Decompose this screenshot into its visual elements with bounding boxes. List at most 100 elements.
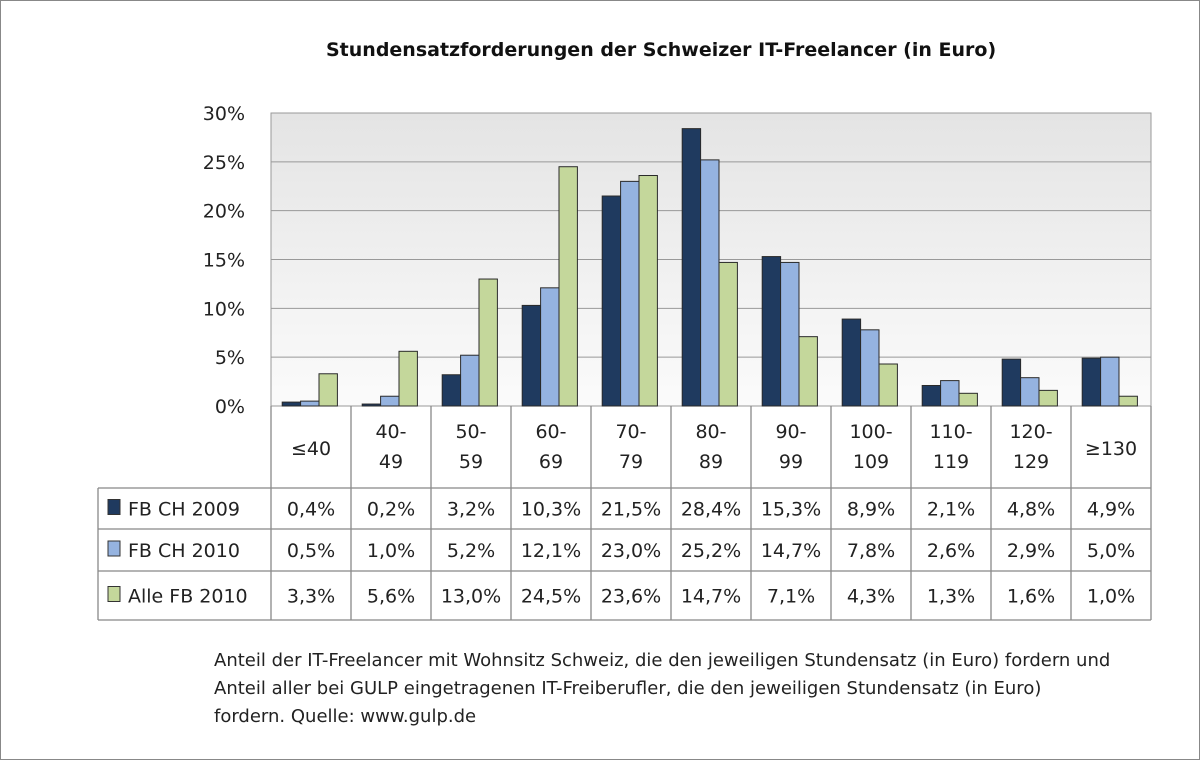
chart-caption: Anteil der IT-Freelancer mit Wohnsitz Sc… (214, 650, 1111, 727)
bar-fb-ch-2009 (521, 304, 542, 407)
data-label: 3,3% (287, 586, 335, 608)
bar-fb-ch-2009 (761, 256, 782, 407)
bar-fb-ch-2010 (940, 380, 960, 407)
bar-fb-ch-2009 (441, 374, 462, 407)
bar-alle-fb-2010 (558, 166, 578, 407)
data-label: 2,9% (1007, 540, 1055, 562)
category-label: 100- (849, 421, 892, 443)
category-label: 120- (1009, 421, 1052, 443)
category-label: 49 (379, 451, 403, 473)
bar-alle-fb-2010 (398, 350, 418, 407)
category-label: ≥130 (1085, 438, 1137, 460)
bar-fb-ch-2010 (1020, 377, 1040, 407)
data-label: 0,4% (287, 499, 335, 521)
data-label: 1,3% (927, 586, 975, 608)
data-label: 2,1% (927, 499, 975, 521)
data-label: 0,5% (287, 540, 335, 562)
legend-label: FB CH 2010 (128, 540, 240, 562)
category-label: 99 (779, 451, 803, 473)
category-label: 69 (539, 451, 563, 473)
data-label: 5,6% (367, 586, 415, 608)
data-label: 8,9% (847, 499, 895, 521)
data-label: 7,1% (767, 586, 815, 608)
bar-fb-ch-2009 (361, 403, 382, 407)
category-label: 80- (695, 421, 726, 443)
y-tick-label: 30% (203, 103, 245, 125)
y-tick-label: 10% (203, 298, 245, 320)
bar-fb-ch-2010 (780, 261, 800, 407)
bar-alle-fb-2010 (798, 336, 818, 407)
data-label: 23,6% (601, 586, 661, 608)
bar-alle-fb-2010 (878, 363, 898, 407)
legend-swatch (107, 540, 121, 557)
bar-fb-ch-2009 (1081, 357, 1102, 407)
bar-alle-fb-2010 (718, 261, 738, 407)
bar-fb-ch-2010 (700, 159, 720, 407)
bar-fb-ch-2010 (460, 354, 480, 407)
data-label: 3,2% (447, 499, 495, 521)
chart-title: Stundensatzforderungen der Schweizer IT-… (326, 39, 997, 61)
bar-alle-fb-2010 (958, 392, 978, 407)
bar-fb-ch-2010 (300, 400, 320, 407)
data-label: 23,0% (601, 540, 661, 562)
bar-fb-ch-2010 (380, 395, 400, 407)
legend-label: Alle FB 2010 (128, 586, 248, 608)
data-label: 10,3% (521, 499, 581, 521)
bar-fb-ch-2009 (601, 195, 622, 407)
bar-fb-ch-2010 (1100, 356, 1120, 407)
data-label: 4,9% (1087, 499, 1135, 521)
category-label: 60- (535, 421, 566, 443)
data-label: 14,7% (681, 586, 741, 608)
data-label: 25,2% (681, 540, 741, 562)
bar-fb-ch-2009 (841, 318, 862, 407)
bar-alle-fb-2010 (638, 175, 658, 407)
bar-alle-fb-2010 (1038, 389, 1058, 407)
y-tick-label: 5% (215, 347, 245, 369)
category-label: 119 (933, 451, 969, 473)
category-label: 110- (929, 421, 972, 443)
bar-fb-ch-2009 (281, 401, 302, 407)
data-label: 21,5% (601, 499, 661, 521)
data-label: 24,5% (521, 586, 581, 608)
category-label: 129 (1013, 451, 1049, 473)
category-label: 50- (455, 421, 486, 443)
bar-alle-fb-2010 (478, 278, 498, 407)
category-label: 59 (459, 451, 483, 473)
y-tick-label: 25% (203, 152, 245, 174)
bar-alle-fb-2010 (318, 373, 338, 407)
y-tick-label: 0% (215, 396, 245, 418)
legend-label: FB CH 2009 (128, 499, 240, 521)
data-label: 1,6% (1007, 586, 1055, 608)
legend-swatch (107, 499, 121, 515)
category-label: 40- (375, 421, 406, 443)
data-label: 12,1% (521, 540, 581, 562)
data-label: 1,0% (1087, 586, 1135, 608)
category-label: 90- (775, 421, 806, 443)
y-tick-label: 15% (203, 250, 245, 272)
y-tick-label: 20% (203, 201, 245, 223)
bar-fb-ch-2010 (540, 287, 560, 407)
bar-fb-ch-2009 (921, 384, 942, 407)
data-label: 5,0% (1087, 540, 1135, 562)
category-label: 109 (853, 451, 889, 473)
category-label: ≤40 (291, 438, 331, 460)
data-label: 4,3% (847, 586, 895, 608)
data-label: 13,0% (441, 586, 501, 608)
data-label: 4,8% (1007, 499, 1055, 521)
data-label: 1,0% (367, 540, 415, 562)
data-label: 15,3% (761, 499, 821, 521)
bar-fb-ch-2010 (860, 329, 880, 407)
bar-alle-fb-2010 (1118, 395, 1138, 407)
category-label: 70- (615, 421, 646, 443)
data-label: 2,6% (927, 540, 975, 562)
data-label: 0,2% (367, 499, 415, 521)
data-label: 5,2% (447, 540, 495, 562)
data-label: 7,8% (847, 540, 895, 562)
bar-fb-ch-2009 (1001, 358, 1022, 407)
bar-fb-ch-2010 (620, 180, 640, 407)
bar-fb-ch-2009 (681, 128, 702, 407)
legend-swatch (107, 586, 121, 602)
category-label: 89 (699, 451, 723, 473)
